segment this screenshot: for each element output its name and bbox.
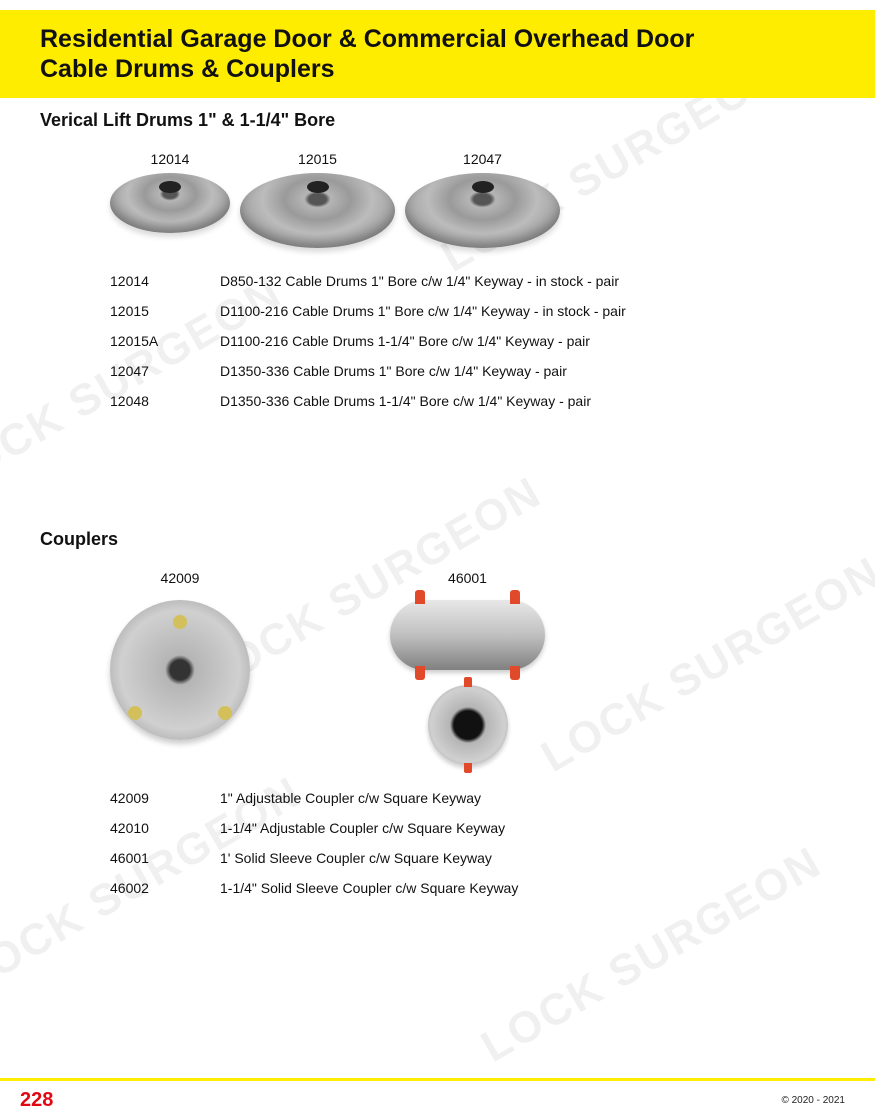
page-number: 228 [20,1089,53,1112]
product-label: 42009 [110,570,250,586]
page-title-line2: Cable Drums & Couplers [40,55,335,83]
page-footer: 228 © 2020 - 2021 [0,1078,875,1120]
spec-table: 12014 D850-132 Cable Drums 1" Bore c/w 1… [110,273,835,409]
page-title-line1: Residential Garage Door & Commercial Ove… [40,25,694,53]
spec-code: 12015A [110,333,220,349]
section-title: Verical Lift Drums 1" & 1-1/4" Bore [40,110,835,131]
table-row: 12015A D1100-216 Cable Drums 1-1/4" Bore… [110,333,835,349]
page-header-banner: Residential Garage Door & Commercial Ove… [0,10,875,98]
spec-description: D1350-336 Cable Drums 1-1/4" Bore c/w 1/… [220,393,591,409]
section-couplers: Couplers 42009 46001 42009 1" Adjustable… [40,529,835,896]
section-title: Couplers [40,529,835,550]
product-label: 46001 [390,570,545,586]
product-image-row: 12014 12015 12047 [110,151,835,248]
spec-description: 1" Adjustable Coupler c/w Square Keyway [220,790,481,806]
spec-description: D1350-336 Cable Drums 1" Bore c/w 1/4" K… [220,363,567,379]
product-item: 12047 [405,151,560,248]
cable-drum-icon [240,173,395,248]
product-item: 12015 [240,151,395,248]
page-content: Verical Lift Drums 1" & 1-1/4" Bore 1201… [40,110,835,910]
sleeve-coupler-icon [390,600,545,670]
spec-description: D1100-216 Cable Drums 1" Bore c/w 1/4" K… [220,303,626,319]
product-label: 12015 [240,151,395,167]
section-vertical-lift-drums: Verical Lift Drums 1" & 1-1/4" Bore 1201… [40,110,835,409]
table-row: 12014 D850-132 Cable Drums 1" Bore c/w 1… [110,273,835,289]
spec-description: 1' Solid Sleeve Coupler c/w Square Keywa… [220,850,492,866]
spec-code: 12015 [110,303,220,319]
product-item: 12014 [110,151,230,248]
product-image-row: 42009 46001 [110,570,835,765]
table-row: 42010 1-1/4" Adjustable Coupler c/w Squa… [110,820,835,836]
spec-code: 46001 [110,850,220,866]
copyright-text: © 2020 - 2021 [781,1095,845,1106]
spec-description: 1-1/4" Adjustable Coupler c/w Square Key… [220,820,505,836]
table-row: 12048 D1350-336 Cable Drums 1-1/4" Bore … [110,393,835,409]
spec-code: 12047 [110,363,220,379]
table-row: 12047 D1350-336 Cable Drums 1" Bore c/w … [110,363,835,379]
spec-table: 42009 1" Adjustable Coupler c/w Square K… [110,790,835,896]
product-label: 12014 [110,151,230,167]
spec-description: D850-132 Cable Drums 1" Bore c/w 1/4" Ke… [220,273,619,289]
cable-drum-icon [110,173,230,233]
table-row: 46002 1-1/4" Solid Sleeve Coupler c/w Sq… [110,880,835,896]
page-title: Residential Garage Door & Commercial Ove… [40,24,835,84]
table-row: 12015 D1100-216 Cable Drums 1" Bore c/w … [110,303,835,319]
product-label: 12047 [405,151,560,167]
spec-code: 12048 [110,393,220,409]
spec-code: 42010 [110,820,220,836]
spec-description: D1100-216 Cable Drums 1-1/4" Bore c/w 1/… [220,333,590,349]
table-row: 46001 1' Solid Sleeve Coupler c/w Square… [110,850,835,866]
spec-code: 46002 [110,880,220,896]
spec-code: 12014 [110,273,220,289]
cable-drum-icon [405,173,560,248]
adjustable-coupler-icon [110,600,250,740]
sleeve-coupler-ring-icon [428,685,508,765]
product-item: 42009 [110,570,250,740]
product-item: 46001 [390,570,545,765]
table-row: 42009 1" Adjustable Coupler c/w Square K… [110,790,835,806]
spec-description: 1-1/4" Solid Sleeve Coupler c/w Square K… [220,880,518,896]
spec-code: 42009 [110,790,220,806]
